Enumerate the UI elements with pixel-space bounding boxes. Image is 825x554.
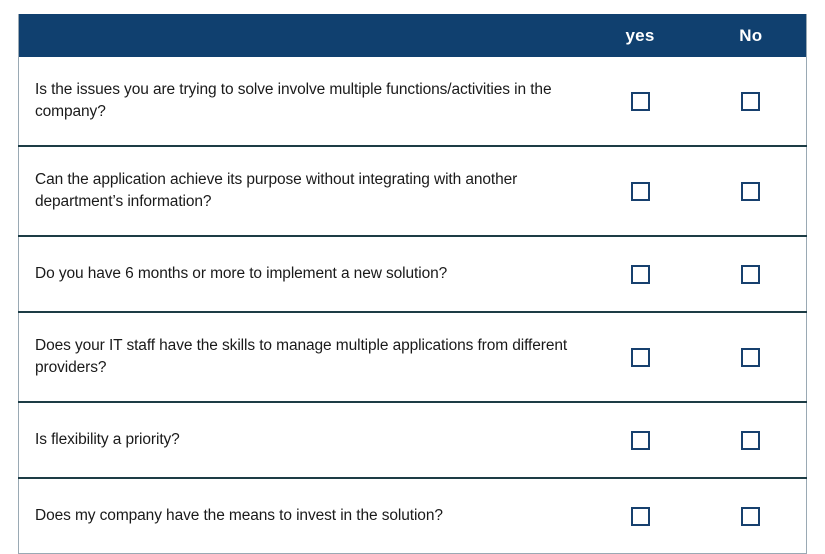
yes-cell[interactable]: [584, 478, 696, 554]
no-cell[interactable]: [695, 146, 807, 236]
table-row: Is the issues you are trying to solve in…: [18, 57, 807, 146]
no-cell[interactable]: [695, 402, 807, 478]
question-text: Do you have 6 months or more to implemen…: [18, 236, 585, 312]
no-cell[interactable]: [695, 236, 807, 312]
question-text: Does your IT staff have the skills to ma…: [18, 312, 585, 402]
column-header-question: [18, 14, 585, 57]
decision-checklist-table: yes No Is the issues you are trying to s…: [18, 14, 807, 554]
yes-cell[interactable]: [584, 236, 696, 312]
no-cell[interactable]: [695, 57, 807, 146]
yes-cell[interactable]: [584, 57, 696, 146]
yes-cell[interactable]: [584, 312, 696, 402]
table-row: Is flexibility a priority?: [18, 402, 807, 478]
question-text: Can the application achieve its purpose …: [18, 146, 585, 236]
checkbox-yes-icon[interactable]: [630, 181, 650, 201]
checkbox-no-icon[interactable]: [741, 264, 761, 284]
checkbox-yes-icon[interactable]: [630, 347, 650, 367]
question-text: Does my company have the means to invest…: [18, 478, 585, 554]
no-cell[interactable]: [695, 478, 807, 554]
table-row: Does my company have the means to invest…: [18, 478, 807, 554]
table-row: Can the application achieve its purpose …: [18, 146, 807, 236]
yes-cell[interactable]: [584, 402, 696, 478]
checkbox-yes-icon[interactable]: [630, 91, 650, 111]
checkbox-no-icon[interactable]: [741, 430, 761, 450]
column-header-yes: yes: [584, 14, 696, 57]
yes-cell[interactable]: [584, 146, 696, 236]
checkbox-no-icon[interactable]: [741, 347, 761, 367]
table-row: Do you have 6 months or more to implemen…: [18, 236, 807, 312]
checkbox-yes-icon[interactable]: [630, 506, 650, 526]
column-header-no: No: [695, 14, 807, 57]
table-body: Is the issues you are trying to solve in…: [18, 57, 807, 554]
table-header: yes No: [18, 14, 807, 57]
question-text: Is flexibility a priority?: [18, 402, 585, 478]
checkbox-yes-icon[interactable]: [630, 430, 650, 450]
checkbox-yes-icon[interactable]: [630, 264, 650, 284]
question-text: Is the issues you are trying to solve in…: [18, 57, 585, 146]
checkbox-no-icon[interactable]: [741, 91, 761, 111]
no-cell[interactable]: [695, 312, 807, 402]
checkbox-no-icon[interactable]: [741, 506, 761, 526]
table-row: Does your IT staff have the skills to ma…: [18, 312, 807, 402]
checkbox-no-icon[interactable]: [741, 181, 761, 201]
checklist-page: yes No Is the issues you are trying to s…: [18, 14, 807, 554]
header-row: yes No: [18, 14, 807, 57]
